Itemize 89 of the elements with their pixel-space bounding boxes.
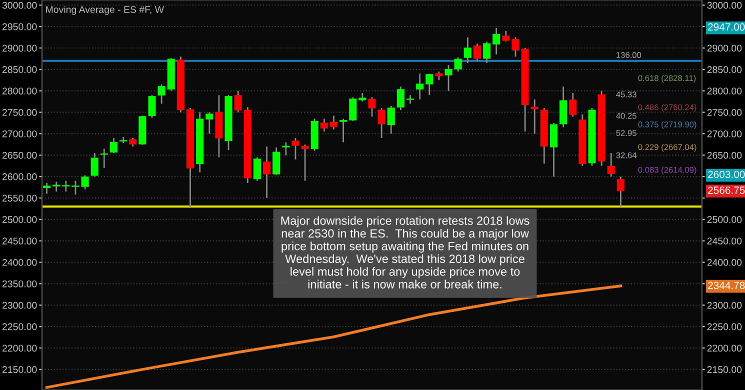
candlestick — [72, 180, 80, 196]
candlestick — [206, 112, 214, 134]
text: 2947.00 — [708, 23, 745, 31]
candlestick — [158, 84, 166, 104]
y2-tick-label: 2850.00 — [707, 66, 742, 74]
y-tick-label: 2350.00 — [2, 280, 37, 288]
y2-tick-label: 2650.00 — [707, 152, 742, 159]
y2-tick-label: 2700.00 — [707, 130, 742, 138]
y2-tick-label: 2400.00 — [707, 259, 742, 266]
annotation: 0.375 (2719.90) — [638, 121, 696, 130]
y2-tick-label: 2900.00 — [707, 44, 742, 52]
annotation: 52.95 — [616, 130, 636, 136]
annotation: 0.486 (2760.24) — [638, 104, 696, 112]
y-tick-label: 2450.00 — [2, 238, 37, 244]
y2-tick-label: 2250.00 — [707, 323, 742, 330]
y2-tick-label: 3000.00 — [707, 2, 742, 9]
candlestick — [416, 73, 424, 100]
y2-tick-label: 2750.00 — [707, 109, 742, 116]
y-tick-label: 2850.00 — [2, 66, 37, 74]
candlestick — [569, 92, 577, 118]
candlestick — [320, 118, 328, 132]
candlestick — [426, 73, 434, 96]
candlestick — [502, 30, 510, 42]
candlestick — [368, 96, 376, 118]
text: 2566.75 — [708, 186, 745, 194]
candlestick — [90, 152, 98, 178]
candlestick — [378, 107, 386, 139]
text: 2603.00 — [708, 170, 745, 178]
y-tick-label: 2150.00 — [2, 366, 37, 374]
annotation: 136.00 — [616, 52, 642, 58]
candlestick — [483, 40, 491, 64]
y-tick-label: 2200.00 — [2, 344, 37, 352]
candlestick — [530, 98, 538, 134]
annotation: 0.083 (2614.09) — [638, 166, 696, 174]
candlestick — [263, 146, 271, 199]
y-tick-label: 2700.00 — [2, 130, 37, 138]
annotation: Moving Average - ES #F, W — [46, 6, 164, 15]
text: 2344.78 — [708, 282, 745, 290]
y-tick-label: 2400.00 — [2, 259, 37, 266]
y-tick-label: 2750.00 — [2, 109, 37, 116]
annotation: Major downside price rotation retests 2018 lows near 2530 in the ES. This could be a major low price bottom setup awaiting the Fed minutes on Wednesday. We've stated this 2018 low price level must hold for any upside price move to initiate - it is now make or break time. — [281, 216, 530, 288]
candlestick — [387, 105, 395, 134]
y-tick-label: 2250.00 — [2, 323, 37, 330]
annotation: 0.229 (2667.04) — [638, 144, 696, 152]
annotation: 32.64 — [616, 152, 637, 158]
candlestick — [330, 115, 338, 130]
y-tick-label: 3000.00 — [2, 2, 37, 9]
candlestick — [148, 94, 156, 119]
candlestick — [282, 142, 290, 156]
y2-tick-label: 2500.00 — [707, 216, 742, 224]
y-tick-label: 2800.00 — [2, 88, 37, 94]
candlestick — [52, 181, 60, 192]
y2-tick-label: 2200.00 — [707, 344, 742, 352]
candlestick — [560, 86, 568, 128]
y2-tick-label: 2800.00 — [707, 88, 742, 94]
candlestick — [349, 96, 357, 122]
y-tick-label: 2500.00 — [2, 216, 37, 224]
candlestick — [492, 27, 500, 56]
y-tick-label: 2950.00 — [2, 23, 37, 30]
candlestick — [512, 36, 520, 58]
annotation: 45.33 — [616, 91, 636, 98]
candlestick — [272, 146, 280, 176]
candlestick — [464, 36, 472, 64]
y-tick-label: 2900.00 — [2, 44, 37, 52]
y-tick-label: 2650.00 — [2, 152, 37, 159]
candlestick — [253, 156, 261, 182]
candlestick — [301, 144, 309, 182]
candlestick — [62, 180, 70, 192]
candlestick — [292, 137, 300, 160]
y2-tick-label: 2300.00 — [707, 302, 742, 309]
y-tick-label: 2600.00 — [2, 173, 37, 180]
y-tick-label: 2300.00 — [2, 302, 37, 309]
candlestick — [43, 182, 51, 194]
candlestick — [444, 64, 452, 92]
candlestick — [340, 118, 348, 143]
candlestick — [607, 152, 615, 178]
candlestick — [454, 56, 462, 72]
y2-tick-label: 2450.00 — [707, 238, 742, 244]
candlestick — [550, 122, 558, 178]
annotation: 0.618 (2828.11) — [638, 74, 696, 83]
candlestick — [110, 137, 118, 154]
candlestick — [81, 174, 89, 190]
y2-tick-label: 2150.00 — [707, 366, 742, 374]
candlestick — [234, 90, 242, 113]
candlestick — [473, 43, 481, 62]
annotation: 40.25 — [616, 112, 636, 119]
candlestick — [616, 176, 624, 208]
y-tick-label: 2550.00 — [2, 194, 37, 202]
candlestick — [396, 86, 404, 111]
